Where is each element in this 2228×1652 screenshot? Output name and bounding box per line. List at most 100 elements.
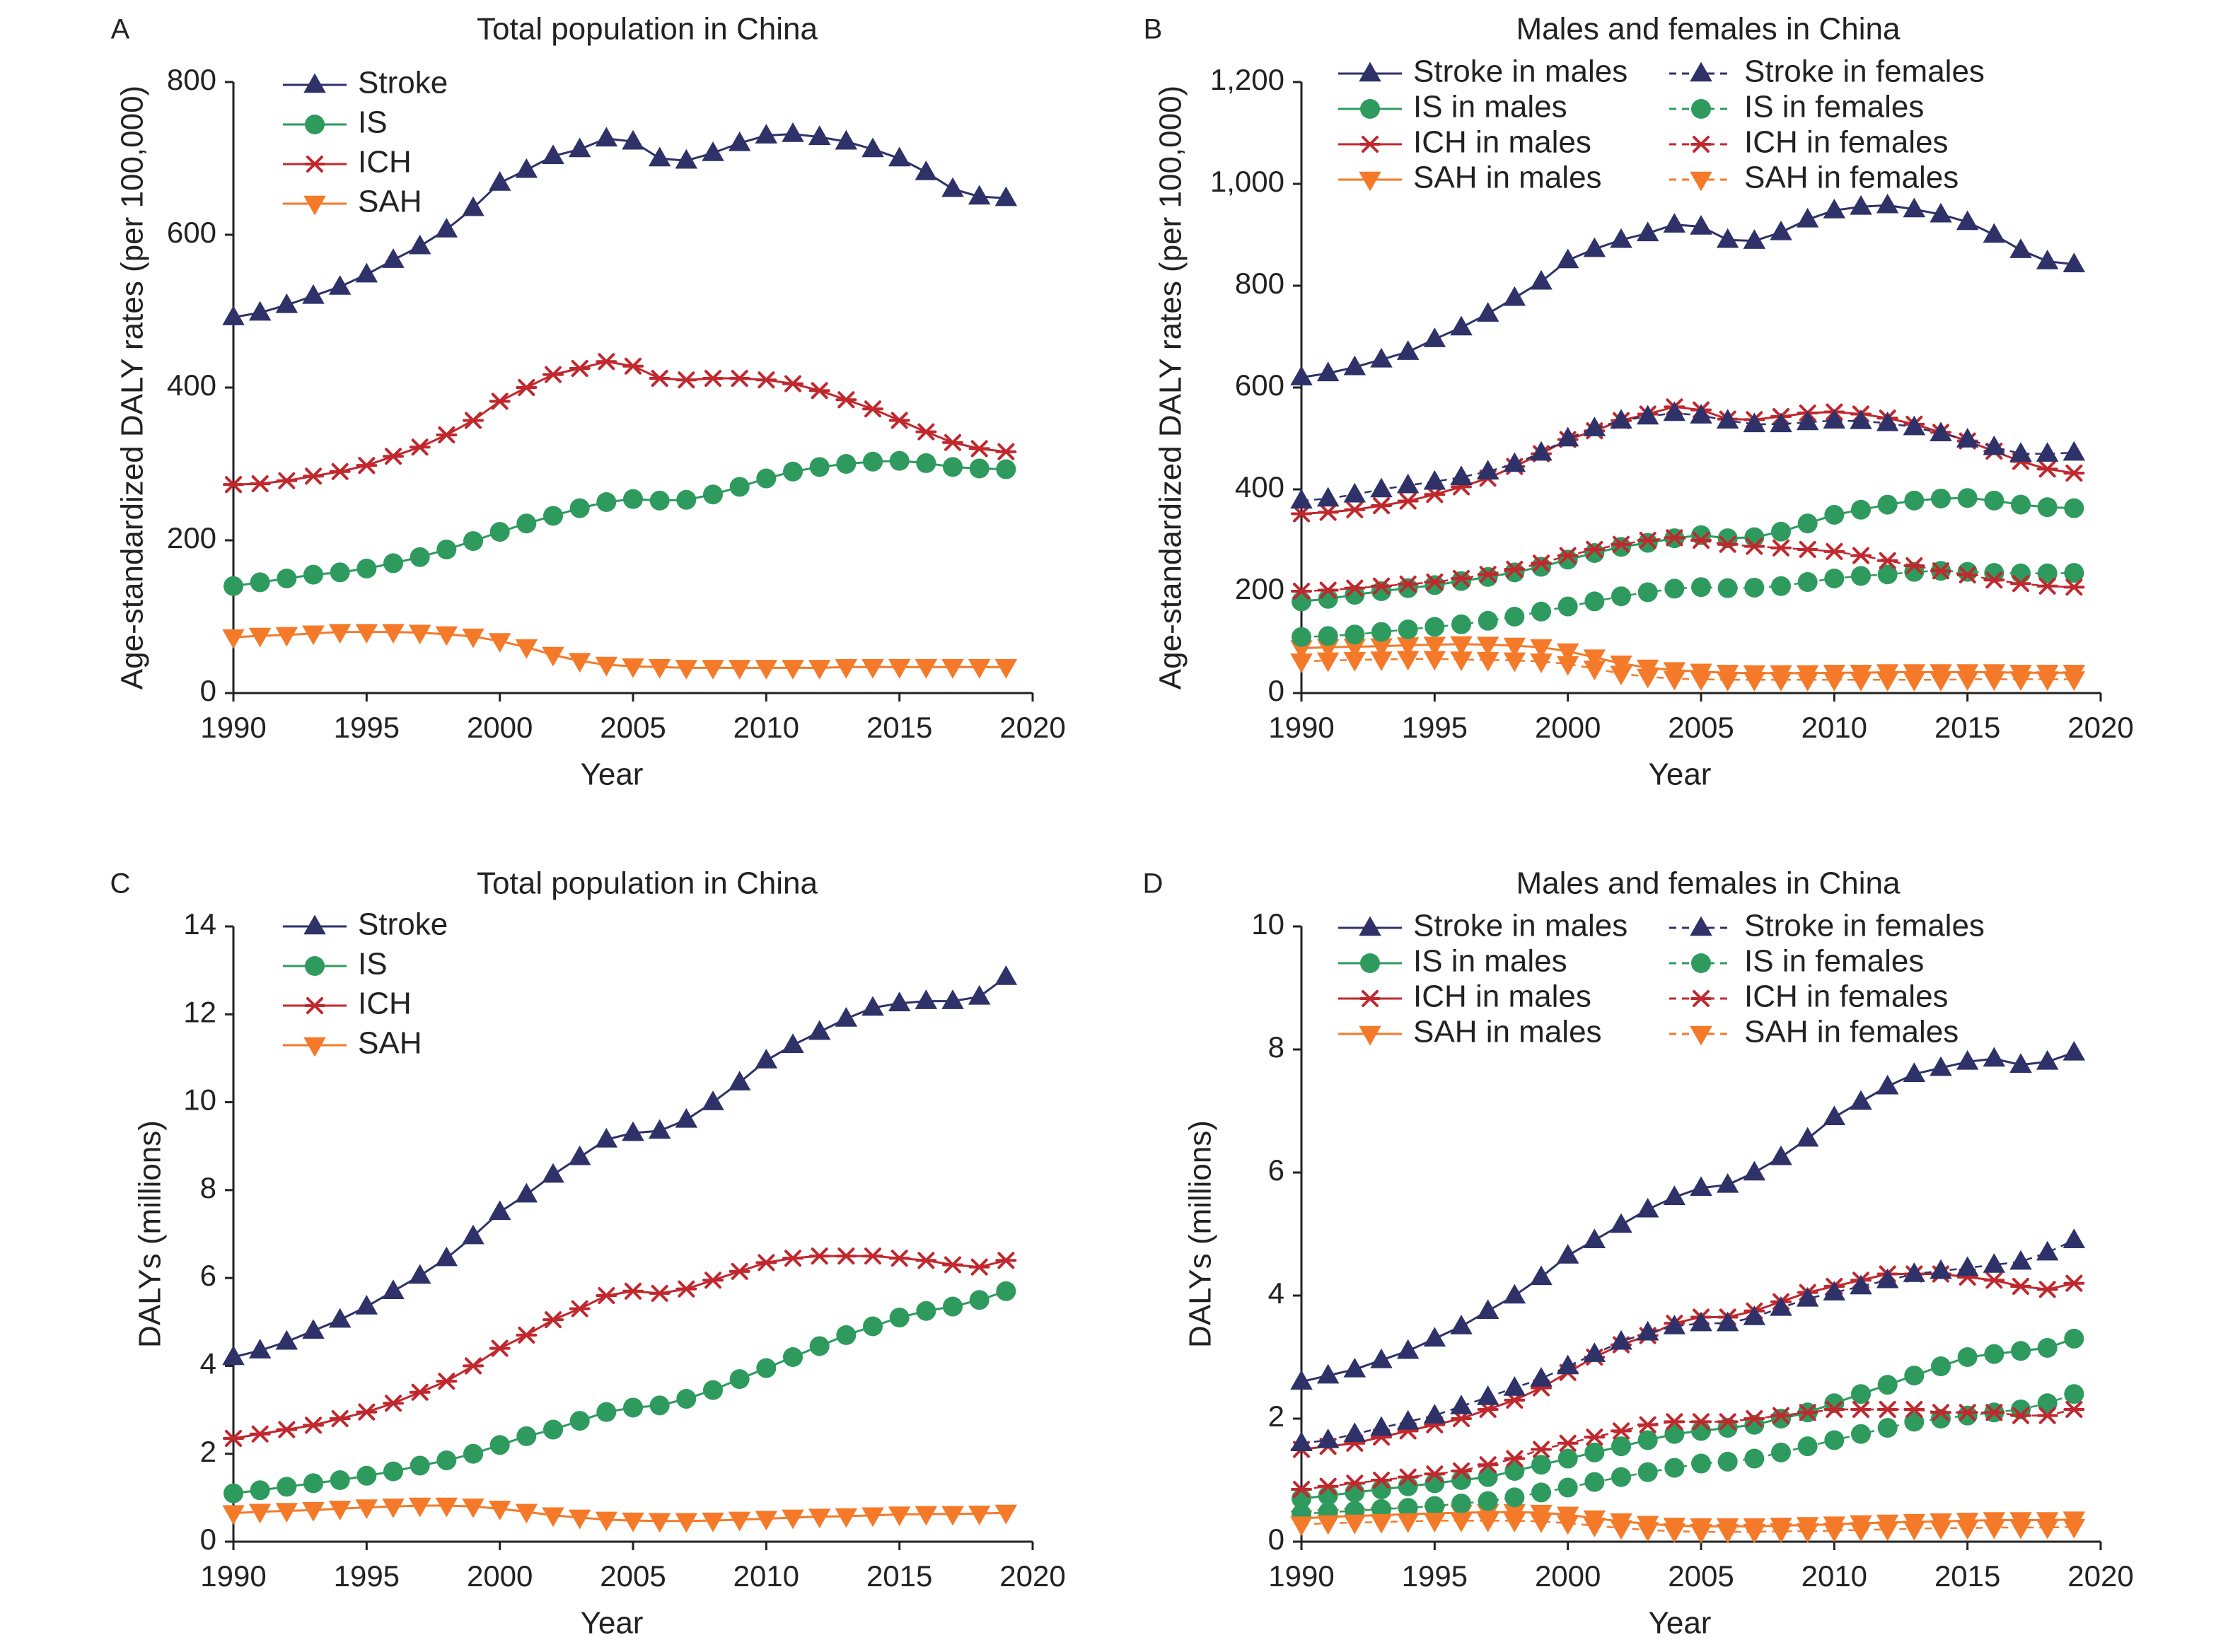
data-point bbox=[1850, 194, 1872, 215]
data-point bbox=[1290, 489, 1313, 509]
data-point bbox=[1903, 197, 1926, 218]
data-point bbox=[1450, 651, 1473, 671]
data-point bbox=[1344, 579, 1366, 597]
data-point bbox=[1557, 549, 1578, 570]
data-point bbox=[1503, 652, 1526, 673]
legend-marker bbox=[1359, 916, 1381, 936]
legend-item: Stroke in males bbox=[1338, 909, 1628, 943]
data-point bbox=[408, 1264, 431, 1284]
data-point bbox=[1290, 653, 1313, 673]
legend-label: SAH bbox=[358, 185, 422, 219]
chart-title: Males and females in China bbox=[1516, 12, 1901, 47]
data-point bbox=[1476, 1299, 1499, 1319]
data-point bbox=[383, 553, 403, 574]
data-point bbox=[862, 1247, 883, 1265]
data-point bbox=[595, 656, 618, 677]
data-point bbox=[409, 438, 431, 456]
data-point bbox=[1345, 585, 1365, 605]
data-point bbox=[1664, 1458, 1685, 1478]
data-point bbox=[1717, 535, 1739, 553]
data-point bbox=[729, 1369, 750, 1390]
data-point bbox=[1690, 532, 1712, 549]
data-point bbox=[275, 1503, 298, 1523]
data-point bbox=[1770, 672, 1792, 692]
data-point bbox=[542, 1163, 564, 1183]
data-point bbox=[675, 149, 698, 169]
data-point bbox=[1450, 1395, 1473, 1414]
data-point bbox=[1451, 1494, 1471, 1514]
legend-label: IS in females bbox=[1744, 90, 1924, 124]
data-point bbox=[356, 558, 377, 578]
data-point bbox=[2010, 1277, 2031, 1295]
legend-item: IS bbox=[283, 947, 388, 982]
data-point bbox=[702, 1272, 724, 1289]
x-tick-label: 2010 bbox=[733, 1559, 799, 1593]
data-point bbox=[755, 1049, 778, 1069]
data-point bbox=[302, 625, 325, 646]
data-point bbox=[303, 1417, 324, 1434]
data-point bbox=[622, 1282, 644, 1300]
y-tick-label: 1,200 bbox=[1210, 63, 1284, 96]
data-point bbox=[2037, 497, 2058, 518]
data-point bbox=[676, 489, 697, 510]
data-point bbox=[489, 1339, 511, 1357]
data-point bbox=[595, 1511, 618, 1532]
x-tick-label: 1995 bbox=[334, 1559, 400, 1593]
data-point bbox=[809, 1336, 830, 1356]
data-point bbox=[1877, 494, 1898, 515]
data-point bbox=[1530, 1366, 1553, 1387]
data-point bbox=[1290, 1370, 1313, 1390]
legend-item: SAH in females bbox=[1669, 161, 1959, 195]
data-point bbox=[328, 274, 352, 295]
data-point bbox=[1850, 547, 1872, 564]
data-point bbox=[1904, 1366, 1925, 1386]
data-point bbox=[435, 626, 458, 646]
data-point bbox=[1690, 1311, 1712, 1332]
data-point bbox=[1983, 223, 2006, 243]
data-point bbox=[1503, 1376, 1526, 1396]
data-point bbox=[1983, 1519, 2006, 1540]
data-point bbox=[1610, 1520, 1632, 1540]
data-point bbox=[462, 1224, 485, 1245]
data-point bbox=[1984, 563, 2004, 583]
data-point bbox=[1823, 1523, 1846, 1542]
data-point bbox=[1584, 1429, 1606, 1446]
data-point bbox=[1850, 1400, 1872, 1418]
data-point bbox=[410, 1455, 430, 1476]
data-point bbox=[1478, 566, 1498, 587]
data-point bbox=[1717, 578, 1738, 598]
data-point bbox=[1584, 1442, 1605, 1462]
data-point bbox=[1556, 248, 1579, 269]
data-point bbox=[1796, 1523, 1819, 1543]
data-point bbox=[382, 1279, 405, 1300]
legend-label: Stroke in males bbox=[1413, 909, 1628, 943]
data-point bbox=[1637, 533, 1658, 553]
data-point bbox=[1371, 497, 1392, 515]
data-point bbox=[224, 1483, 243, 1503]
data-point bbox=[275, 627, 298, 647]
data-point bbox=[2009, 671, 2032, 692]
x-axis-label: Year bbox=[581, 757, 644, 792]
data-point bbox=[1636, 1197, 1659, 1218]
data-point bbox=[568, 1145, 591, 1165]
data-point bbox=[1343, 651, 1367, 672]
data-point bbox=[1930, 202, 1952, 223]
chart-title: Total population in China bbox=[477, 866, 818, 901]
data-point bbox=[702, 1090, 724, 1110]
data-point bbox=[1425, 575, 1445, 595]
data-point bbox=[1983, 1272, 2005, 1289]
data-point bbox=[1663, 1523, 1686, 1543]
data-point bbox=[1476, 1513, 1499, 1532]
data-point bbox=[489, 392, 511, 410]
data-point bbox=[1584, 1472, 1605, 1492]
data-point bbox=[888, 659, 911, 679]
data-point bbox=[755, 371, 777, 389]
data-point bbox=[1292, 591, 1311, 612]
data-point bbox=[1903, 415, 1926, 436]
data-point bbox=[1770, 1296, 1792, 1316]
data-point bbox=[223, 476, 244, 494]
data-point bbox=[249, 1425, 271, 1443]
data-point bbox=[355, 1499, 378, 1520]
data-point bbox=[1850, 1090, 1872, 1110]
